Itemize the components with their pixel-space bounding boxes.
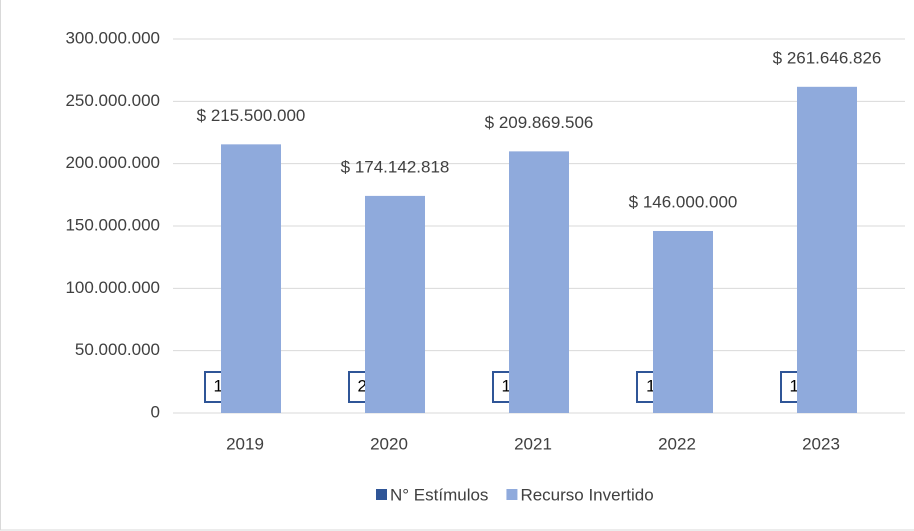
bar bbox=[221, 144, 281, 414]
x-tick-label: 2022 bbox=[658, 434, 696, 453]
y-tick-label: 250.000.000 bbox=[65, 91, 160, 110]
y-tick-label: 200.000.000 bbox=[65, 153, 160, 172]
x-tick-label: 2020 bbox=[370, 434, 408, 453]
x-tick-label: 2019 bbox=[226, 434, 264, 453]
y-tick-label: 300.000.000 bbox=[65, 28, 160, 47]
data-label: $ 146.000.000 bbox=[629, 192, 738, 211]
y-tick-label: 100.000.000 bbox=[65, 278, 160, 297]
data-label: $ 215.500.000 bbox=[197, 106, 306, 125]
legend-swatch bbox=[506, 489, 518, 500]
y-tick-label: 150.000.000 bbox=[65, 215, 160, 234]
legend-label: Recurso Invertido bbox=[520, 485, 653, 504]
y-tick-label: 50.000.000 bbox=[75, 340, 160, 359]
y-tick-label: 0 bbox=[151, 402, 160, 421]
bar bbox=[653, 230, 713, 413]
bar bbox=[797, 86, 857, 413]
bar bbox=[365, 195, 425, 413]
bar bbox=[509, 151, 569, 414]
legend-label: N° Estímulos bbox=[390, 485, 488, 504]
data-label: $ 261.646.826 bbox=[773, 48, 882, 67]
data-label: $ 174.142.818 bbox=[341, 157, 450, 176]
legend-swatch bbox=[376, 489, 387, 500]
data-label: $ 209.869.506 bbox=[485, 113, 594, 132]
x-tick-label: 2023 bbox=[802, 434, 840, 453]
x-tick-label: 2021 bbox=[514, 434, 552, 453]
